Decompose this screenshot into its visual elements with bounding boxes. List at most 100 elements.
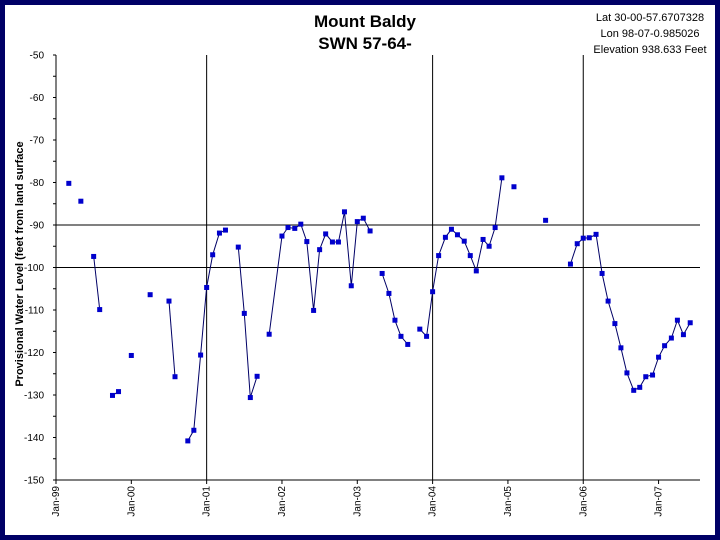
- data-point: [304, 239, 310, 245]
- y-tick-label: -150: [24, 476, 44, 487]
- data-point: [593, 231, 599, 237]
- data-point: [656, 354, 662, 360]
- data-point: [348, 283, 354, 289]
- data-point: [574, 241, 580, 247]
- data-point: [367, 228, 373, 234]
- x-tick-label: Jan-07: [654, 486, 665, 517]
- data-point: [247, 395, 253, 401]
- data-point: [241, 310, 247, 316]
- data-point: [687, 320, 693, 326]
- chart-title-block: Mount Baldy SWN 57-64-: [0, 11, 720, 55]
- location-info: Lat 30-00-57.6707328 Lon 98-07-0.985026 …: [560, 10, 720, 58]
- data-point: [354, 219, 360, 225]
- data-point: [298, 221, 304, 227]
- data-point: [492, 225, 498, 231]
- data-point: [360, 215, 366, 221]
- data-point: [618, 345, 624, 351]
- y-tick-label: -140: [24, 433, 44, 444]
- data-point: [499, 175, 505, 181]
- data-point: [442, 234, 448, 240]
- data-point: [624, 370, 630, 376]
- data-point: [222, 227, 228, 233]
- data-point: [605, 298, 611, 304]
- longitude-text: Lon 98-07-0.985026: [600, 28, 700, 40]
- y-tick-label: -130: [24, 391, 44, 402]
- data-point: [599, 270, 605, 276]
- data-point: [254, 373, 260, 379]
- data-point: [392, 317, 398, 323]
- x-tick-label: Jan-03: [352, 486, 363, 517]
- data-point: [323, 231, 329, 237]
- data-point: [436, 253, 442, 259]
- data-point: [379, 270, 385, 276]
- data-point: [662, 343, 668, 349]
- data-point: [650, 372, 656, 378]
- data-point: [674, 317, 680, 323]
- data-point: [386, 290, 392, 296]
- data-point: [191, 427, 197, 433]
- data-point: [511, 184, 517, 190]
- chart-subtitle: SWN 57-64-: [318, 34, 412, 53]
- data-point: [480, 236, 486, 242]
- x-tick-label: Jan-02: [277, 486, 288, 517]
- data-point: [467, 253, 473, 259]
- data-point: [567, 261, 573, 267]
- data-point: [637, 384, 643, 390]
- series-line: [268, 211, 371, 335]
- data-point: [424, 333, 430, 339]
- data-point: [292, 225, 298, 231]
- y-tick-label: -80: [30, 178, 45, 189]
- data-point: [398, 333, 404, 339]
- series-line: [93, 256, 101, 310]
- y-tick-label: -60: [30, 93, 45, 104]
- data-point: [216, 230, 222, 236]
- data-point: [580, 235, 586, 241]
- y-tick-label: -90: [30, 221, 45, 232]
- series-line: [237, 247, 258, 398]
- data-point: [166, 298, 172, 304]
- data-point: [461, 238, 467, 244]
- data-point: [405, 341, 411, 347]
- data-point: [78, 198, 84, 204]
- x-tick-label: Jan-06: [578, 486, 589, 517]
- latitude-text: Lat 30-00-57.6707328: [595, 12, 705, 24]
- data-point: [172, 374, 178, 380]
- data-point: [235, 244, 241, 250]
- data-point: [631, 387, 637, 393]
- data-point: [543, 217, 549, 223]
- data-point: [643, 374, 649, 380]
- data-point: [116, 389, 122, 395]
- x-tick-label: Jan-04: [428, 486, 439, 517]
- data-point: [66, 180, 72, 186]
- data-point: [329, 239, 335, 245]
- series-line: [168, 301, 176, 377]
- data-point: [668, 335, 674, 341]
- y-tick-label: -70: [30, 136, 45, 147]
- y-tick-label: -120: [24, 348, 44, 359]
- data-point: [285, 225, 291, 231]
- chart-title: Mount Baldy: [314, 12, 416, 31]
- data-point: [473, 268, 479, 274]
- data-point: [91, 253, 97, 259]
- elevation-text: Elevation 938.633 Feet: [593, 44, 707, 56]
- y-tick-label: -50: [30, 51, 45, 62]
- data-point: [430, 289, 436, 295]
- data-point: [612, 321, 618, 327]
- data-point: [317, 247, 323, 253]
- data-point: [266, 331, 272, 337]
- data-point: [341, 209, 347, 215]
- data-point: [448, 226, 454, 232]
- data-point: [335, 239, 341, 245]
- x-tick-label: Jan-00: [126, 486, 137, 517]
- data-point: [486, 243, 492, 249]
- data-point: [279, 233, 285, 239]
- x-tick-label: Jan-05: [503, 486, 514, 517]
- y-tick-label: -100: [24, 263, 44, 274]
- data-point: [586, 235, 592, 241]
- data-point: [128, 352, 134, 358]
- data-point: [454, 232, 460, 238]
- data-point: [417, 326, 423, 332]
- x-tick-label: Jan-99: [51, 486, 62, 517]
- data-point: [198, 352, 204, 358]
